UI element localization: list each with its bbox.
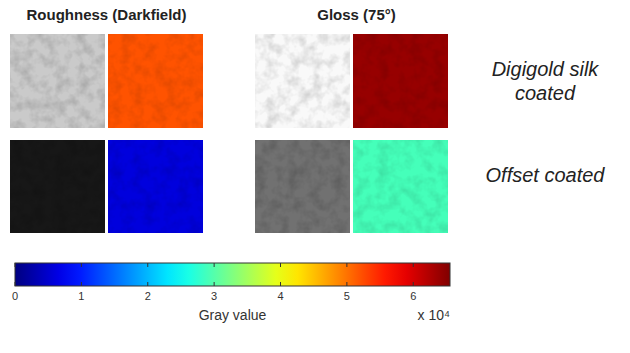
row-label: Offset coated [470,163,620,187]
tick-label: 2 [145,290,151,302]
color-texture [353,34,448,128]
tick-label: 3 [211,290,217,302]
tick-mark [413,282,414,286]
gray-texture [10,140,105,233]
tick-label: 6 [410,290,416,302]
color-panel [353,140,448,233]
gray-texture [10,34,105,128]
color-bar-label: Gray value [199,307,267,323]
tick-mark [413,263,414,267]
tick-mark [81,282,82,286]
tick-mark [346,263,347,267]
tick-mark [147,263,148,267]
exponent-label: x 10⁴ [418,307,450,323]
gray-panel [255,140,350,233]
tick-label: 5 [344,290,350,302]
tick-label: 0 [12,290,18,302]
color-texture [353,140,448,233]
tick-mark [214,263,215,267]
gray-texture [255,140,350,233]
tick-label: 4 [277,290,283,302]
gray-texture [255,34,350,128]
tick-mark [214,282,215,286]
gray-panel [10,34,105,128]
tick-label: 1 [78,290,84,302]
color-texture [108,140,203,233]
color-panel [108,34,203,128]
tick-mark [147,282,148,286]
tick-mark [280,263,281,267]
color-panel [353,34,448,128]
row-label: Digigold silk coated [470,57,620,105]
column-header: Gloss (75°) [317,6,396,23]
tick-mark [15,263,16,267]
tick-mark [346,282,347,286]
column-header: Roughness (Darkfield) [26,6,186,23]
color-panel [108,140,203,233]
color-texture [108,34,203,128]
tick-mark [81,263,82,267]
tick-mark [280,282,281,286]
gray-panel [10,140,105,233]
gray-panel [255,34,350,128]
tick-mark [15,282,16,286]
color-bar [15,263,450,286]
